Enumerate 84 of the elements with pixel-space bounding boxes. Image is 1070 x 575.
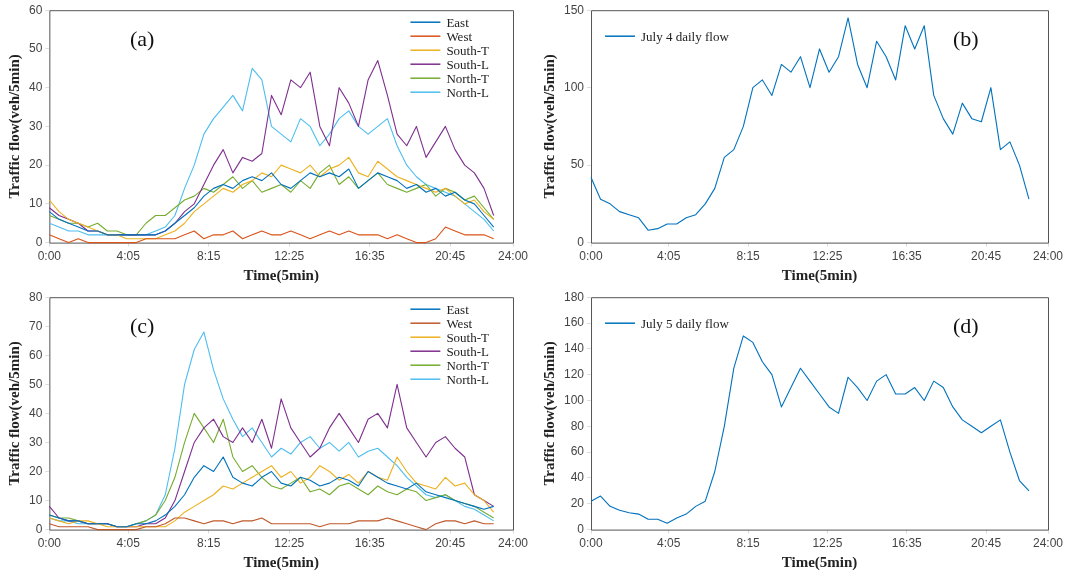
x-tick-label: 16:35: [891, 536, 923, 551]
legend-label: South-T: [446, 42, 490, 58]
y-tick-label: 160: [563, 315, 585, 330]
x-tick-label: 4:05: [116, 536, 141, 551]
x-tick-label: 12:25: [812, 249, 843, 264]
x-tick-label: 8:15: [736, 249, 761, 264]
x-tick-label: 24:00: [1032, 536, 1064, 551]
x-tick-label: 16:35: [891, 249, 923, 264]
legend-label: North-T: [446, 357, 490, 373]
y-tick-label: 30: [28, 118, 43, 133]
y-tick-label: 0: [577, 521, 585, 536]
legend-label: West: [446, 315, 473, 331]
y-tick-label: 140: [563, 341, 585, 356]
y-axis-title: Traffic flow(veh/5min): [540, 54, 558, 199]
x-tick-label: 4:05: [657, 249, 681, 264]
y-tick-label: 70: [28, 318, 43, 333]
x-tick-label: 24:00: [1032, 249, 1064, 264]
y-tick-label: 180: [563, 289, 585, 304]
y-tick-label: 150: [563, 2, 585, 17]
annotation: (d): [952, 312, 979, 338]
x-tick-label: 20:45: [435, 249, 466, 264]
annotation: (b): [952, 25, 979, 51]
x-tick-label: 12:25: [274, 536, 305, 551]
y-tick-label: 50: [28, 376, 43, 391]
x-axis-title: Time(5min): [781, 266, 858, 284]
x-tick-label: 0:00: [37, 249, 62, 264]
x-axis-title: Time(5min): [243, 553, 319, 571]
x-axis-title: Time(5min): [243, 266, 319, 284]
y-tick-label: 20: [28, 463, 43, 478]
annotation: (a): [129, 25, 155, 51]
x-tick-label: 16:35: [354, 249, 386, 264]
x-tick-label: 8:15: [197, 249, 221, 264]
y-tick-label: 60: [28, 347, 43, 362]
y-tick-label: 10: [28, 196, 43, 211]
x-tick-label: 12:25: [274, 249, 305, 264]
x-tick-label: 20:45: [435, 536, 466, 551]
x-tick-label: 12:25: [812, 536, 843, 551]
x-tick-label: 8:15: [736, 536, 761, 551]
x-tick-label: 0:00: [37, 536, 62, 551]
y-tick-label: 40: [570, 470, 585, 485]
x-tick-label: 4:05: [657, 536, 681, 551]
y-tick-label: 20: [570, 496, 585, 511]
x-tick-label: 20:45: [971, 536, 1002, 551]
legend-label: South-L: [446, 343, 490, 359]
y-tick-label: 80: [570, 418, 585, 433]
legend-label: East: [446, 14, 470, 30]
annotation: (c): [129, 312, 155, 338]
legend-label: West: [446, 28, 473, 44]
y-tick-label: 50: [570, 157, 585, 172]
y-tick-label: 0: [35, 521, 43, 536]
y-axis-title: Traffic flow(veh/5min): [5, 341, 23, 486]
legend-label: North-L: [446, 371, 490, 387]
y-tick-label: 100: [563, 392, 585, 407]
x-tick-label: 16:35: [354, 536, 386, 551]
y-tick-label: 100: [563, 79, 585, 94]
y-axis-title: Traffic flow(veh/5min): [5, 54, 23, 199]
y-tick-label: 50: [28, 41, 43, 56]
y-tick-label: 10: [28, 492, 43, 507]
legend-label: North-L: [446, 84, 490, 100]
x-tick-label: 0:00: [579, 249, 604, 264]
x-tick-label: 20:45: [971, 249, 1002, 264]
x-tick-label: 24:00: [497, 536, 529, 551]
legend-label: South-L: [446, 56, 490, 72]
legend-label: July 4 daily flow: [641, 28, 730, 44]
y-tick-label: 0: [577, 234, 585, 249]
x-tick-label: 0:00: [579, 536, 604, 551]
legend-label: South-T: [446, 329, 490, 345]
x-tick-label: 4:05: [116, 249, 141, 264]
x-axis-title: Time(5min): [781, 553, 858, 571]
y-tick-label: 40: [28, 405, 43, 420]
y-tick-label: 20: [28, 157, 43, 172]
x-tick-label: 8:15: [197, 536, 221, 551]
legend-label: July 5 daily flow: [641, 315, 730, 331]
y-tick-label: 60: [570, 444, 585, 459]
legend-label: East: [446, 301, 470, 317]
legend-label: North-T: [446, 70, 490, 86]
y-tick-label: 120: [563, 366, 585, 381]
y-tick-label: 60: [28, 2, 43, 17]
y-tick-label: 40: [28, 79, 43, 94]
y-tick-label: 30: [28, 434, 43, 449]
y-tick-label: 0: [35, 234, 43, 249]
y-axis-title: Traffic flow(veh/5min): [540, 341, 558, 486]
x-tick-label: 24:00: [497, 249, 529, 264]
y-tick-label: 80: [28, 289, 43, 304]
